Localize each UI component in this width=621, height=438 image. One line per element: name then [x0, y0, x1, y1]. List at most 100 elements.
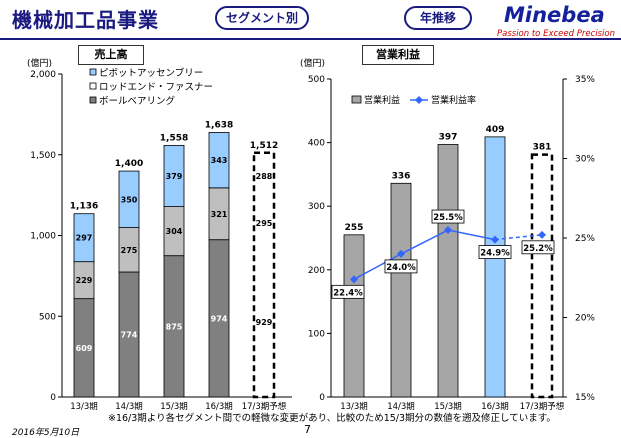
sales-segment-label-bg — [255, 171, 273, 182]
profit-ytick-label: 200 — [308, 266, 325, 276]
profit-value-label: 255 — [345, 223, 364, 233]
sales-legend-label: ロッドエンド・ファスナー — [99, 82, 213, 93]
sales-segment-label: 297 — [76, 234, 93, 243]
date: 2016年5月10日 — [12, 428, 80, 438]
sales-legend-swatch — [89, 96, 97, 104]
profit-ytick-label: 300 — [308, 202, 325, 212]
profit-ytick-label: 400 — [308, 139, 325, 149]
sales-segment-label: 295 — [256, 219, 273, 228]
sales-total-label: 1,512 — [250, 141, 278, 151]
sales-total-label: 1,638 — [205, 120, 233, 130]
sales-category-label: 17/3期予想 — [242, 401, 287, 412]
profit-bar — [437, 144, 459, 398]
sales-ytick-label: 1,500 — [30, 151, 56, 161]
footnote: ※16/3期より各セグメント間での軽微な変更があり、比較のため15/3期分の数値… — [108, 413, 556, 424]
profit-value-label: 336 — [392, 171, 411, 181]
margin-legend-marker — [415, 96, 423, 104]
margin-point — [538, 230, 546, 239]
page-title: 機械加工品事業 — [12, 8, 159, 32]
profit-category-label: 15/3期 — [434, 402, 462, 412]
sales-ytick-label: 2,000 — [30, 70, 56, 80]
sales-legend-label: ピボットアッセンブリー — [99, 67, 203, 79]
profit-ytick-label: 100 — [308, 329, 325, 339]
sales-bar-segment — [163, 144, 185, 207]
sales-bar-segment — [73, 213, 95, 263]
sales-segment-label-bg — [255, 218, 273, 229]
margin-point — [491, 235, 499, 244]
sales-legend-label: ボールベアリング — [99, 95, 176, 107]
profit-y2tick-label: 15% — [575, 393, 595, 403]
profit-unit-label: (億円) — [300, 57, 325, 69]
profit-ytick-label: 0 — [319, 393, 325, 403]
sales-category-label: 15/3期 — [160, 402, 188, 412]
sales-category-label: 16/3期 — [205, 402, 233, 412]
sales-segment-label: 321 — [211, 210, 228, 219]
profit-y2tick-label: 30% — [575, 155, 595, 165]
margin-value-label: 24.9% — [480, 249, 510, 259]
profit-category-label: 16/3期 — [481, 402, 509, 412]
header-divider — [0, 38, 621, 40]
margin-label-box — [521, 240, 555, 255]
profit-value-label: 409 — [486, 125, 505, 135]
margin-value-label: 25.2% — [523, 244, 553, 254]
profit-value-label: 381 — [533, 143, 552, 153]
margin-value-label: 24.0% — [386, 263, 416, 273]
sales-segment-label: 379 — [166, 172, 183, 181]
sales-total-label: 1,558 — [160, 133, 188, 143]
profit-legend-label: 営業利益 — [364, 94, 400, 106]
page-number: 7 — [304, 423, 311, 436]
sales-legend-swatch — [89, 68, 97, 76]
profit-bar — [343, 234, 365, 398]
sales-segment-label: 343 — [211, 156, 228, 165]
margin-point — [444, 226, 452, 235]
trend-badge: 年推移 — [404, 6, 472, 30]
sales-segment-label: 288 — [256, 172, 273, 181]
sales-segment-label: 974 — [211, 314, 228, 323]
margin-label-box — [384, 259, 418, 274]
profit-category-label: 17/3期予想 — [520, 401, 565, 412]
sales-legend-swatch — [89, 82, 97, 90]
sales-segment-label: 304 — [166, 227, 183, 236]
company-tagline: Passion to Exceed Precision — [497, 29, 615, 39]
profit-ytick-label: 500 — [308, 75, 325, 85]
profit-bar — [530, 153, 554, 399]
sales-chart-title: 売上高 — [78, 45, 144, 65]
sales-segment-label: 929 — [256, 318, 273, 327]
margin-label-box — [431, 209, 465, 224]
sales-segment-label: 875 — [166, 322, 183, 331]
sales-total-label: 1,136 — [70, 202, 98, 212]
sales-ytick-label: 1,000 — [30, 232, 56, 242]
segment-badge: セグメント別 — [215, 6, 309, 30]
profit-y2tick-label: 20% — [575, 314, 595, 324]
profit-bar — [390, 182, 412, 398]
margin-value-label: 25.5% — [433, 213, 463, 223]
sales-segment-label: 229 — [76, 276, 93, 285]
sales-unit-label: (億円) — [27, 57, 52, 69]
sales-forecast-outline — [252, 151, 276, 399]
sales-category-label: 14/3期 — [115, 402, 143, 412]
sales-segment-label: 350 — [121, 195, 138, 204]
margin-point — [350, 275, 358, 284]
margin-point — [397, 249, 405, 258]
profit-y2tick-label: 25% — [575, 234, 595, 244]
sales-category-label: 13/3期 — [70, 402, 98, 412]
sales-segment-label: 609 — [76, 344, 93, 353]
profit-legend-swatch — [351, 95, 362, 104]
margin-legend-label: 営業利益率 — [431, 94, 476, 106]
profit-category-label: 14/3期 — [387, 402, 415, 412]
sales-segment-label: 774 — [121, 330, 138, 339]
profit-y2tick-label: 35% — [575, 75, 595, 85]
profit-value-label: 397 — [439, 133, 458, 143]
sales-bar-segment — [118, 170, 140, 228]
sales-ytick-label: 0 — [50, 393, 56, 403]
margin-line — [353, 229, 496, 280]
margin-value-label: 22.4% — [333, 288, 363, 298]
profit-chart-title: 営業利益 — [362, 45, 434, 65]
margin-line-forecast — [494, 234, 543, 241]
profit-category-label: 13/3期 — [340, 402, 368, 412]
sales-segment-label-bg — [255, 316, 273, 327]
profit-bar — [484, 136, 506, 398]
sales-bar-segment — [208, 132, 230, 189]
company-logo: Minebea — [504, 3, 605, 27]
sales-total-label: 1,400 — [115, 159, 143, 169]
